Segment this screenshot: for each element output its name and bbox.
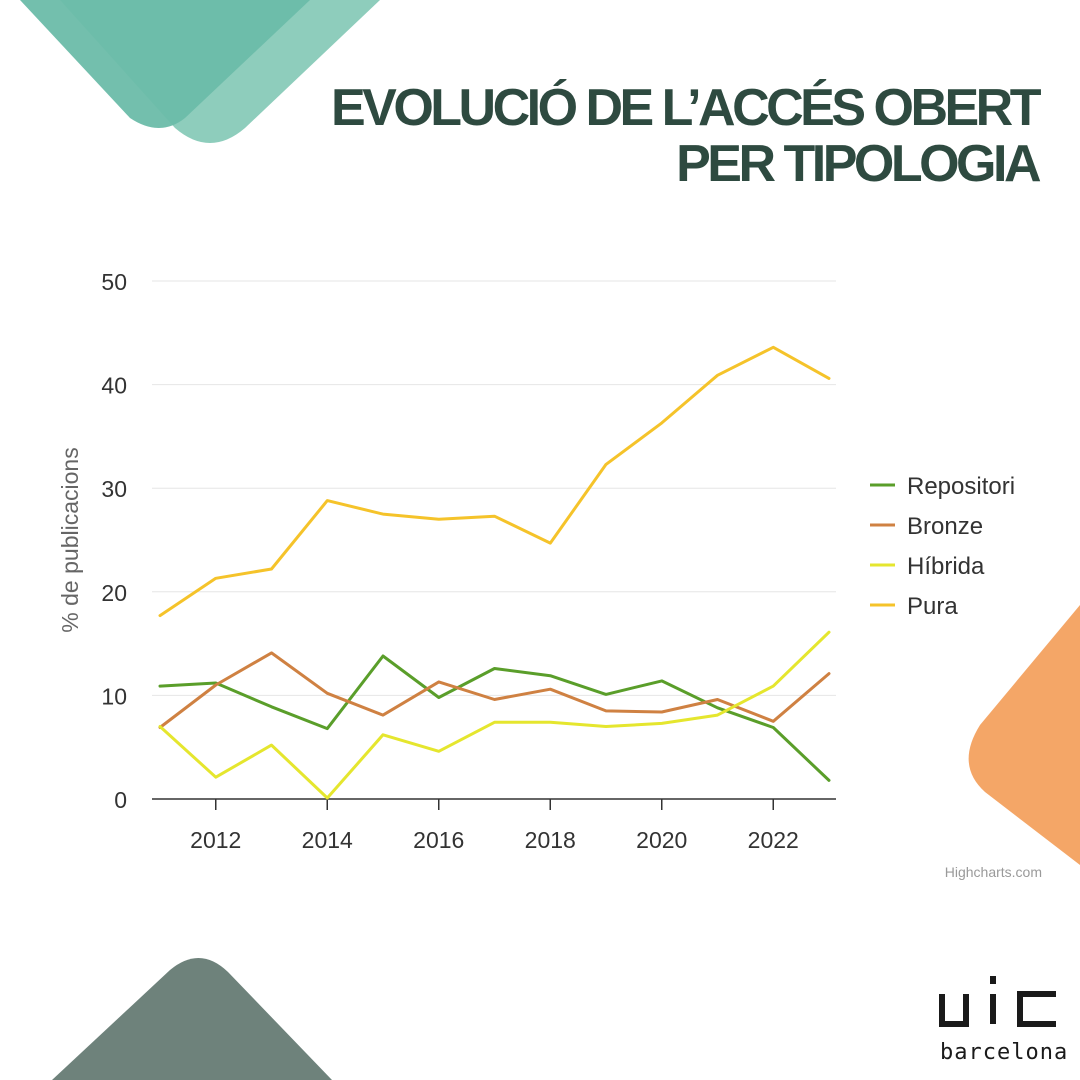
series-lines [158,345,831,800]
logo-text: barcelona [940,1040,1069,1065]
page-title: EVOLUCIÓ DE L’ACCÉS OBERT PER TIPOLOGIA [278,79,1042,193]
highcharts-credits[interactable]: Highcharts.com [944,864,1042,880]
y-tick-label: 0 [114,787,127,813]
legend-label-repositori: Repositori [907,473,1015,500]
series-line-repositori [158,654,831,782]
x-tick-label: 2022 [748,827,799,853]
orange-shape [968,605,1080,865]
x-tick-label: 2012 [190,827,241,853]
series-line-bronze [158,651,831,729]
y-tick-label: 50 [101,269,127,295]
x-tick-label: 2014 [302,827,353,853]
title-line-1: EVOLUCIÓ DE L’ACCÉS OBERT [330,79,1042,137]
grid-lines [152,280,836,696]
x-tick-label: 2018 [525,827,576,853]
y-tick-label: 30 [101,476,127,502]
y-tick-label: 10 [101,683,127,709]
title-line-2: PER TIPOLOGIA [676,135,1041,193]
teal-triangle [20,0,310,128]
y-axis-ticks: 0 10 20 30 40 50 [101,269,127,813]
y-tick-label: 20 [101,580,127,606]
grey-triangle [52,957,332,1080]
legend[interactable]: Repositori Bronze Híbrida Pura [870,473,1015,620]
series-line-pura [158,345,831,618]
x-tick-label: 2020 [636,827,687,853]
x-tick-label: 2016 [413,827,464,853]
legend-label-hibrida: Híbrida [907,553,985,580]
y-tick-label: 40 [101,373,127,399]
uic-logo: uic [939,976,1056,1027]
series-line-hibrida [158,630,831,800]
legend-label-bronze: Bronze [907,513,983,540]
legend-label-pura: Pura [907,593,958,620]
x-axis: 2012 2014 2016 2018 2020 2022 [152,798,836,853]
y-axis-label: % de publicacions [57,447,83,632]
